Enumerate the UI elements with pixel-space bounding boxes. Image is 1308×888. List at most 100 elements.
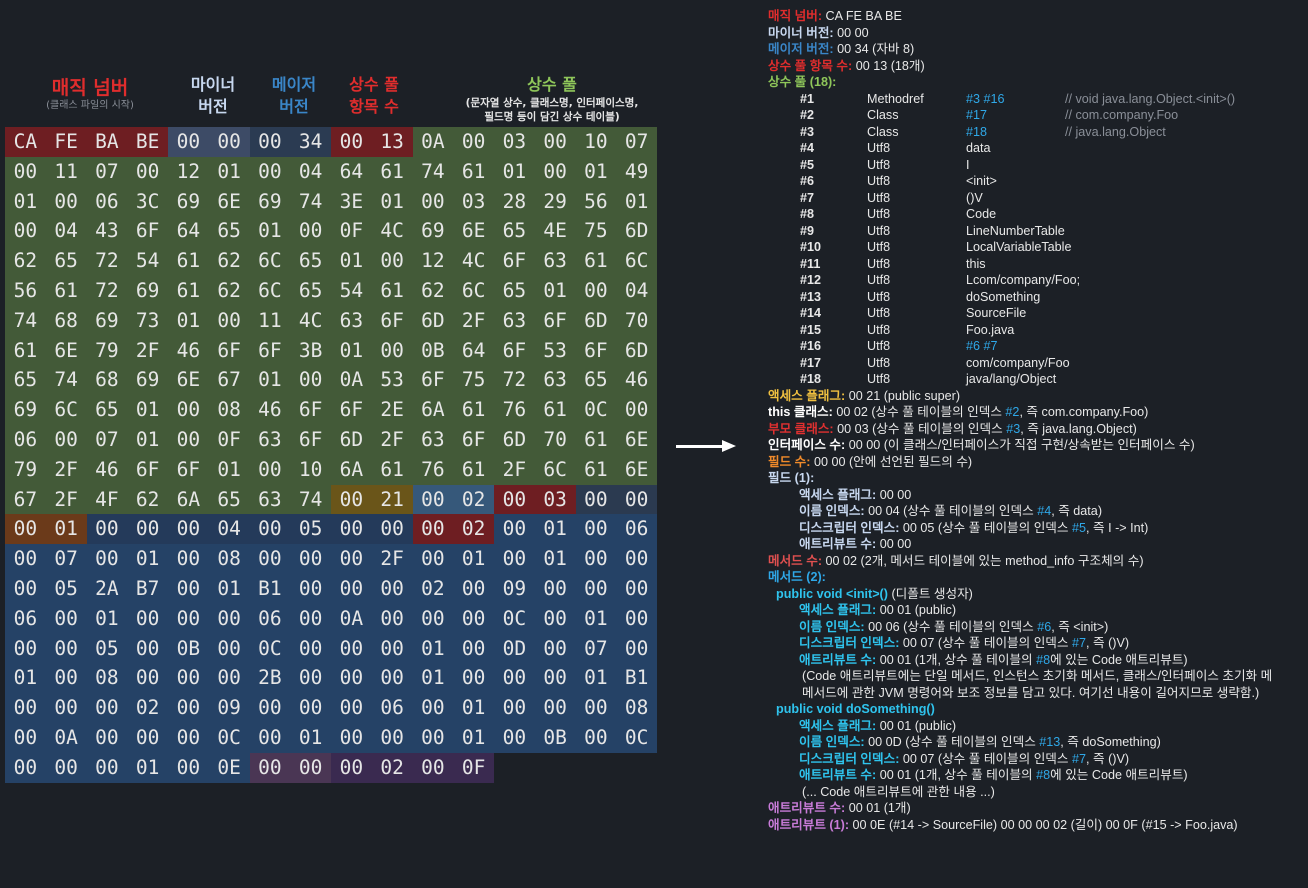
hex-byte: 6E [616,454,657,485]
hex-byte: 6D [494,424,535,455]
hex-byte: 00 [575,693,617,723]
hex-byte: 01 [45,514,87,545]
hex-byte: 04 [616,275,657,306]
hex-byte: 00 [575,722,617,753]
hex-byte: 62 [5,246,46,276]
hex-byte: 46 [168,335,209,366]
hex-row: 00 00 00 02 00 09 00 00 00 06 00 01 00 00 00 08 [5,693,657,723]
hex-byte: 65 [208,484,250,515]
hex-byte: 00 [616,395,657,425]
class-file-description: 매직 넘버: CA FE BA BE 마이너 버전: 00 00 메이저 버전:… [768,8,1303,833]
desc-this-class-ref: #2 [1005,405,1020,419]
cp-entry-index: #14 [800,306,822,320]
hex-byte: 00 [290,693,331,723]
hex-byte: 6F [290,424,331,455]
hex-byte: 00 [534,127,576,157]
hex-byte: 3C [127,186,168,217]
hex-byte: 61 [575,246,617,276]
hex-byte: 05 [290,514,331,545]
cp-entry-type: Utf8 [867,372,891,386]
hex-byte: 62 [208,275,250,306]
hex-byte: 61 [453,454,494,485]
hex-byte: 00 [331,127,372,157]
cp-entry: #7 Utf8 ()V [768,190,1303,207]
hex-byte: 00 [331,693,372,723]
field-descriptor-label: 디스크립터 인덱스: [799,520,900,535]
hex-byte: 64 [453,335,494,366]
method2-access-label: 액세스 플래그: [799,718,877,733]
desc-cp-count: 상수 풀 항목 수: 00 13 (18개) [768,58,1303,75]
desc-attrs: 애트리뷰트 (1): 00 0E (#14 -> SourceFile) 00 … [768,817,1303,834]
hex-byte: 29 [534,186,576,217]
cp-entry-value: doSomething [966,289,1041,304]
hex-byte: 00 [371,335,413,366]
desc-cp-count-label: 상수 풀 항목 수: [768,58,853,73]
method1-attr-label: 애트리뷰트 수: [799,652,877,667]
hex-byte: 00 [371,633,413,664]
hex-byte: 00 [208,633,250,664]
hex-byte: 01 [534,544,576,574]
cp-entry-index: #11 [800,256,821,271]
hex-byte: 01 [534,514,576,545]
hex-byte: 00 [290,365,331,396]
hex-byte: 69 [412,216,454,247]
hex-byte: 3E [331,186,372,217]
cp-entry-index: #9 [800,223,815,238]
hex-byte: 12 [168,156,209,187]
hex-byte: 6C [249,246,291,276]
cp-entry-indent [768,272,800,289]
header-cp-count-line2: 항목 수 [349,97,399,116]
cp-entry-indent [768,140,800,157]
method2-name-b: , 즉 doSomething) [1060,735,1161,749]
hex-row: 61 6E 79 2F 46 6F 6F 3B 01 00 0B 64 6F 53 6F 6D [5,335,657,366]
hex-byte: 00 [331,484,372,515]
header-major-line1: 메이저 [271,75,317,94]
method1-descriptor: 디스크립터 인덱스: 00 07 (상수 풀 테이블의 인덱스 #7, 즉 ()… [768,635,1303,652]
hex-byte: 06 [86,186,128,217]
hex-byte: 6F [575,335,617,366]
hex-byte: 46 [249,395,291,425]
hex-byte: 00 [127,514,168,545]
method1-descriptor-label: 디스크립터 인덱스: [799,636,900,650]
method2-sig: public void doSomething() [776,702,935,716]
cp-entry-comment: // java.lang.Object [1065,124,1166,139]
hex-byte: 10 [290,454,331,485]
hex-byte: 00 [5,573,46,604]
hex-byte: 74 [290,484,331,515]
field-attr-label: 애트리뷰트 수: [799,537,877,551]
hex-byte: 03 [534,484,576,515]
hex-byte: 61 [371,156,413,187]
cp-entry-index: #5 [800,157,815,172]
cp-entry-value: ()V [966,190,983,205]
cp-entry-value: data [966,141,991,155]
hex-byte: 61 [453,395,494,425]
cp-entry-indent [768,256,800,273]
hex-byte: 61 [371,275,413,306]
hex-byte: 69 [168,186,209,217]
field-attr: 애트리뷰트 수: 00 00 [768,536,1303,553]
hex-byte: 6A [331,454,372,485]
cp-entry-type: Class [867,108,899,122]
desc-super-class-a: 00 03 (상수 풀 테이블의 인덱스 [833,421,1007,436]
hex-byte: 00 [412,484,454,515]
hex-byte: 00 [127,156,168,187]
hex-byte: 4E [534,216,576,247]
desc-attrs-count-label: 애트리뷰트 수: [768,801,846,815]
hex-byte: 00 [412,693,454,723]
cp-entry-value: java/lang/Object [966,372,1057,386]
method1-name-ref: #6 [1037,619,1052,634]
hex-byte: 0B [534,722,576,753]
cp-entry-value: LocalVariableTable [966,240,1072,254]
hex-byte: 07 [45,544,87,574]
cp-entry: #18 Utf8 java/lang/Object [768,371,1303,388]
hex-byte: 6F [249,335,291,366]
desc-attrs-count-value: 00 01 (1개) [845,801,911,815]
method2-access-value: 00 01 (public) [876,718,957,733]
cp-entry: #15 Utf8 Foo.java [768,322,1303,339]
cp-entry-value: #3 #16 [966,91,1005,106]
cp-entry-indent [768,371,800,388]
hex-byte: 08 [208,544,250,574]
hex-byte: 2E [371,395,413,425]
field-name-b: , 즉 data) [1051,504,1103,518]
hex-byte: 2B [249,663,291,694]
